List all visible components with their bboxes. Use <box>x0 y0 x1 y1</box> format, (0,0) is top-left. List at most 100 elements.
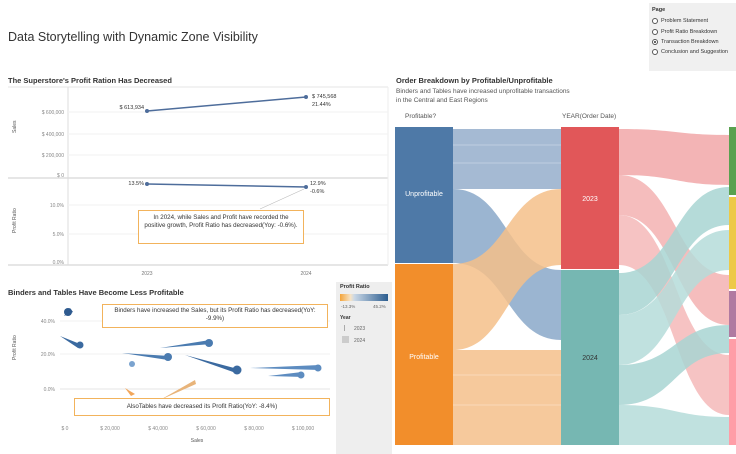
order-breakdown-title: Order Breakdown by Profitable/Unprofitab… <box>396 76 553 85</box>
comet-mark[interactable] <box>268 372 304 377</box>
comet-mark[interactable] <box>250 365 320 370</box>
comet-head[interactable] <box>232 365 242 375</box>
radio-icon[interactable] <box>652 29 658 35</box>
legend-panel <box>336 282 392 454</box>
legend-2024-label: 2024 <box>354 338 366 344</box>
profit-tick: 5.0% <box>53 232 65 238</box>
page-option-label: Conclusion and Suggestion <box>661 49 728 55</box>
year-2024-node[interactable] <box>561 270 619 445</box>
profit-point-2023[interactable] <box>145 182 149 186</box>
page-option-transaction-breakdown[interactable]: Transaction Breakdown <box>652 39 719 45</box>
flow-profitable-2024[interactable] <box>453 350 561 445</box>
radio-selected-icon[interactable] <box>652 39 658 45</box>
radio-icon[interactable] <box>652 18 658 24</box>
sales-point-2023[interactable] <box>145 109 149 113</box>
comet-head[interactable] <box>297 371 305 379</box>
comet-mark[interactable] <box>160 340 212 348</box>
legend-2023-label: 2023 <box>354 326 366 332</box>
flow-2024-region[interactable] <box>619 187 729 315</box>
y-tick: 0.0% <box>44 387 56 393</box>
scatter-chart: Profit Ratio 40.0% 20.0% 0.0% $ 0 $ 20,0… <box>12 308 330 444</box>
sales-label-2023: $ 613,934 <box>120 105 144 111</box>
page-selector-header: Page <box>652 7 666 13</box>
comet-mark[interactable] <box>60 336 80 348</box>
page-option-conclusion[interactable]: Conclusion and Suggestion <box>652 49 728 55</box>
region-node[interactable] <box>729 339 736 445</box>
sales-axis-label: Sales <box>12 120 18 133</box>
sales-point-2024[interactable] <box>304 95 308 99</box>
comet-head[interactable] <box>164 353 172 361</box>
sales-profit-chart: Sales $ 600,000 $ 400,000 $ 200,000 $ 0 … <box>8 86 389 277</box>
x-tick: $ 80,000 <box>244 426 264 432</box>
year-2023-label: 2023 <box>582 196 598 203</box>
sales-tick: $ 600,000 <box>42 110 64 116</box>
year-2024-label: 2024 <box>582 355 598 362</box>
page-option-problem-statement[interactable]: Problem Statement <box>652 18 708 24</box>
year-tick: 2024 <box>300 271 311 277</box>
sales-tick: $ 0 <box>57 173 64 179</box>
legend-title: Profit Ratio <box>340 284 370 290</box>
legend-2023-swatch <box>344 325 345 331</box>
year-column-header: YEAR(Order Date) <box>562 113 617 120</box>
year-tick: 2023 <box>141 271 152 277</box>
profitable-node[interactable] <box>395 264 453 445</box>
region-node[interactable] <box>729 197 736 289</box>
flow-2024-region[interactable] <box>619 325 729 405</box>
flow-unprofitable-2023[interactable] <box>453 129 561 189</box>
comet-head[interactable] <box>64 308 72 316</box>
x-tick: $ 40,000 <box>148 426 168 432</box>
x-tick: $ 0 <box>62 426 69 432</box>
binders-callout: Binders have increased the Sales, but it… <box>102 304 328 328</box>
comet-head[interactable] <box>129 361 135 367</box>
region-node[interactable] <box>729 127 736 195</box>
comet-head[interactable] <box>314 364 322 372</box>
profit-callout: In 2024, while Sales and Profit have rec… <box>138 210 304 244</box>
profit-point-2024[interactable] <box>304 185 308 189</box>
year-2023-node[interactable] <box>561 127 619 269</box>
profit-ratio-gradient <box>340 294 388 301</box>
order-breakdown-subtitle-1: Binders and Tables have increased unprof… <box>396 88 570 95</box>
sales-yoy-label: 21.44% <box>312 102 331 108</box>
comet-mark[interactable] <box>185 355 238 373</box>
flow-2023-region[interactable] <box>619 129 729 185</box>
page-option-profit-ratio-breakdown[interactable]: Profit Ratio Breakdown <box>652 29 717 35</box>
comet-head[interactable] <box>76 341 84 349</box>
profitable-label: Profitable <box>409 354 439 361</box>
page-option-label: Profit Ratio Breakdown <box>661 29 718 35</box>
binders-tables-title: Binders and Tables Have Become Less Prof… <box>8 288 184 297</box>
sankey-diagram: Unprofitable Profitable 2023 2024 <box>395 127 736 445</box>
comet-mark[interactable] <box>160 380 196 400</box>
flow-2024-region[interactable] <box>619 230 729 365</box>
sales-tick: $ 400,000 <box>42 132 64 138</box>
profit-ratio-line <box>146 183 307 188</box>
legend-min: -13.3% <box>341 304 356 309</box>
sales-tick: $ 200,000 <box>42 153 64 159</box>
region-node[interactable] <box>729 291 736 337</box>
flow-2024-region[interactable] <box>619 405 729 445</box>
profit-label-2024: 12.9% <box>310 181 326 187</box>
page-selector: Page Problem Statement Profit Ratio Brea… <box>649 3 736 71</box>
profit-ration-title: The Superstore's Profit Ration Has Decre… <box>8 76 172 85</box>
profit-axis-label: Profit Ratio <box>12 208 18 233</box>
profit-yoy-label: -0.6% <box>310 189 324 195</box>
order-breakdown-subtitle-2: in the Central and East Regions <box>396 97 488 104</box>
sales-line <box>146 96 307 112</box>
radio-icon[interactable] <box>652 49 658 55</box>
page-option-label: Transaction Breakdown <box>661 39 719 45</box>
tables-callout: AlsoTables have decreased its Profit Rat… <box>74 398 330 416</box>
profitable-column-header: Profitable? <box>405 113 437 120</box>
page-option-label: Problem Statement <box>661 18 709 24</box>
y-tick: 20.0% <box>41 352 56 358</box>
profit-tick: 10.0% <box>50 203 65 209</box>
comet-mark[interactable] <box>122 353 170 360</box>
legend-2024-swatch <box>342 336 349 343</box>
profit-label-2023: 13.5% <box>128 181 144 187</box>
comet-head[interactable] <box>205 339 213 347</box>
unprofitable-node[interactable] <box>395 127 453 263</box>
profit-tick: 0.0% <box>53 260 65 266</box>
flow-profitable-2023[interactable] <box>453 189 561 350</box>
comet-mark[interactable] <box>125 388 135 396</box>
main-title: Data Storytelling with Dynamic Zone Visi… <box>8 30 258 44</box>
unprofitable-label: Unprofitable <box>405 191 443 198</box>
scatter-x-axis-label: Sales <box>191 438 204 444</box>
